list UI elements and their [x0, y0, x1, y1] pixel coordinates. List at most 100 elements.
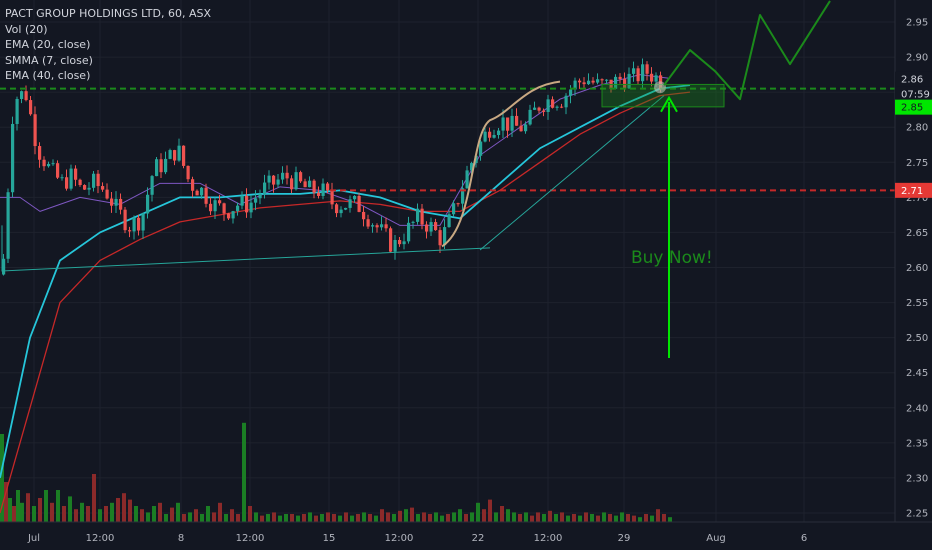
time-tick-label: 12:00: [86, 533, 115, 544]
candle-body: [537, 107, 541, 111]
volume-bar: [590, 514, 594, 522]
candle-body: [416, 208, 420, 222]
volume-bar: [422, 512, 426, 522]
candle-body: [92, 173, 96, 188]
volume-bar: [464, 514, 468, 522]
candle-body: [164, 158, 168, 173]
volume-bar: [362, 512, 366, 522]
volume-bar: [86, 506, 90, 522]
volume-bar: [494, 512, 498, 522]
candle-body: [29, 100, 33, 115]
time-tick-label: 29: [618, 533, 631, 544]
time-tick-label: 12:00: [534, 533, 563, 544]
volume-bar: [44, 490, 48, 522]
volume-bar: [134, 506, 138, 522]
volume-bar: [206, 506, 210, 522]
candle-body: [362, 211, 366, 220]
candle-body: [11, 123, 15, 193]
volume-bar: [104, 506, 108, 522]
candle-body: [654, 75, 658, 82]
candle-body: [605, 79, 609, 81]
volume-bar: [212, 512, 216, 522]
price-tick-label: 2.90: [906, 53, 928, 64]
candle-body: [195, 190, 199, 196]
candle-body: [443, 227, 447, 246]
candle-body: [510, 115, 514, 131]
candle-body: [375, 225, 379, 228]
candle-body: [96, 173, 100, 187]
candle-body: [582, 82, 586, 85]
candle-body: [330, 190, 334, 205]
price-tick-label: 2.65: [906, 228, 928, 239]
volume-bar: [500, 506, 504, 522]
candle-body: [272, 175, 276, 185]
price-tick-label: 2.60: [906, 263, 928, 274]
candle-body: [6, 192, 10, 259]
ema40-line: [0, 91, 691, 514]
volume-bar: [662, 514, 666, 522]
volume-bar: [572, 514, 576, 522]
candle-body: [155, 159, 159, 177]
projection-path: [663, 0, 831, 101]
price-tick-label: 2.25: [906, 509, 928, 520]
entry-marker: [654, 81, 666, 94]
candle-body: [578, 80, 582, 83]
candle-body: [69, 168, 73, 189]
candle-body: [87, 187, 91, 190]
volume-bar: [434, 512, 438, 522]
volume-bar: [446, 514, 450, 522]
volume-bar: [374, 515, 378, 522]
price-badge-label: 07:59: [901, 90, 930, 101]
volume-bar: [182, 514, 186, 522]
time-axis[interactable]: Jul 12:00 8 12:00 15 12:00 22 12:00 29 Aug 6: [0, 521, 932, 544]
candle-body: [429, 222, 433, 232]
candle-body: [645, 64, 649, 74]
volume-bar: [668, 517, 672, 522]
candle-body: [447, 214, 451, 228]
price-badge-bg: [895, 86, 932, 102]
candle-body: [240, 195, 244, 206]
price-tick-label: 2.80: [906, 123, 928, 134]
candle-body: [137, 217, 141, 231]
legend-smma7[interactable]: SMMA (7, close): [5, 53, 93, 67]
candle-body: [641, 64, 645, 82]
candle-body: [105, 189, 109, 199]
volume-bar: [416, 514, 420, 522]
legend-vol[interactable]: Vol (20): [5, 22, 48, 36]
rising-trendline: [479, 95, 665, 251]
volume-bar: [302, 514, 306, 522]
legend-symbol[interactable]: PACT GROUP HOLDINGS LTD, 60, ASX: [5, 7, 211, 20]
time-tick-label: Jul: [27, 533, 40, 544]
candle-body: [317, 192, 321, 196]
volume-bar: [404, 509, 408, 522]
legend-ema40[interactable]: EMA (40, close): [5, 69, 91, 82]
candle-body: [285, 172, 289, 179]
volume-bar: [632, 515, 636, 522]
volume-bar: [542, 514, 546, 522]
price-tick-label: 2.45: [906, 368, 928, 379]
volume-bar: [284, 514, 288, 522]
volume-bar: [290, 514, 294, 522]
legend-ema20[interactable]: EMA (20, close): [5, 38, 91, 51]
price-badge-label: 2.86: [901, 75, 923, 86]
candle-body: [227, 213, 231, 219]
time-tick-label: 8: [178, 533, 184, 544]
volume-bar: [356, 514, 360, 522]
candle-body: [141, 213, 145, 231]
volume-bar: [62, 506, 66, 522]
candle-body: [425, 224, 429, 232]
volume-bar: [506, 509, 510, 522]
candle-body: [569, 89, 573, 96]
volume-bar: [236, 514, 240, 522]
candle-body: [371, 225, 375, 227]
volume-bar: [188, 512, 192, 522]
candle-body: [159, 159, 163, 173]
candle-body: [393, 239, 397, 252]
candle-body: [339, 209, 343, 214]
volume-bar: [80, 502, 84, 522]
price-badge-bg: [895, 99, 932, 115]
volume-bar: [38, 498, 42, 522]
price-tick-label: 2.70: [906, 193, 928, 204]
volume-bar: [536, 512, 540, 522]
